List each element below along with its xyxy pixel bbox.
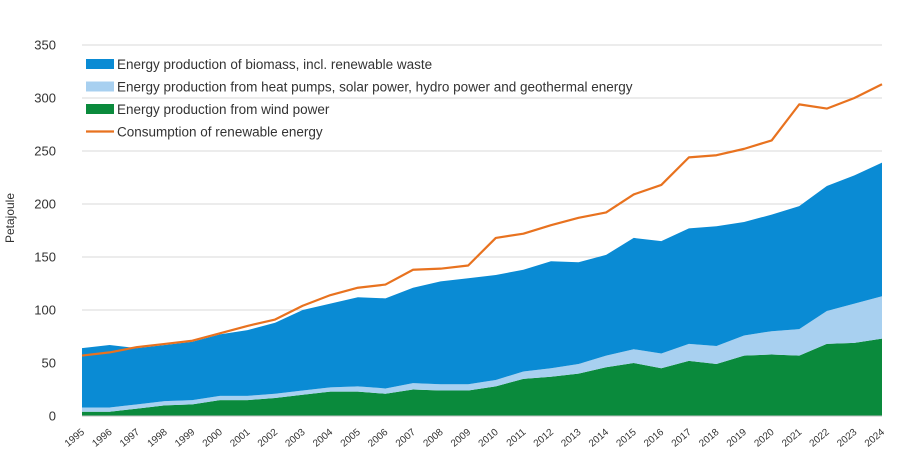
- x-tick-label: 1997: [118, 427, 142, 450]
- area-series-1: [82, 296, 882, 412]
- x-axis: 1995 1996 1997 1998 1999 2000 2001 2002 2003 2004…: [63, 415, 887, 450]
- y-tick-label: 150: [34, 250, 56, 265]
- x-tick-label: 2023: [835, 427, 859, 450]
- x-tick-label: 2011: [505, 427, 529, 450]
- x-tick-label: 2016: [642, 427, 666, 450]
- x-tick-label: 2002: [256, 427, 280, 450]
- y-tick-label: 300: [34, 91, 56, 106]
- x-tick-label: 2005: [339, 427, 363, 450]
- x-tick-label: 2021: [780, 427, 804, 450]
- x-tick-label: 2012: [532, 427, 556, 450]
- legend-swatch: [86, 81, 114, 92]
- x-tick-label: 2013: [559, 427, 583, 450]
- y-axis: 0 50 100 150 200 250 300 350: [34, 38, 56, 424]
- x-tick-label: 2007: [394, 427, 418, 450]
- x-tick-label: 2017: [670, 427, 694, 450]
- area-series-2: [82, 162, 882, 408]
- x-tick-label: 2001: [228, 427, 252, 450]
- x-tick-label: 1998: [146, 427, 170, 450]
- y-tick-label: 200: [34, 197, 56, 212]
- x-tick-label: 2020: [752, 427, 776, 450]
- line-series-group: [81, 83, 883, 357]
- y-tick-label: 350: [34, 38, 56, 53]
- line-series-0: [81, 83, 883, 357]
- legend: Energy production of biomass, incl. rene…: [86, 57, 633, 139]
- legend-swatch: [86, 59, 114, 69]
- legend-swatch: [86, 104, 114, 114]
- x-tick-label: 2010: [477, 427, 501, 450]
- legend-label: Energy production of biomass, incl. rene…: [117, 57, 432, 72]
- x-tick-label: 1999: [173, 427, 197, 450]
- legend-label: Consumption of renewable energy: [117, 124, 323, 139]
- legend-label: Energy production from heat pumps, solar…: [117, 79, 633, 94]
- area-series-0: [82, 338, 882, 416]
- y-tick-label: 250: [34, 144, 56, 159]
- y-tick-label: 50: [42, 356, 56, 371]
- x-tick-label: 2014: [587, 427, 611, 450]
- x-tick-label: 2018: [697, 427, 721, 450]
- x-tick-label: 2009: [449, 427, 473, 450]
- x-tick-label: 2024: [863, 427, 887, 450]
- legend-label: Energy production from wind power: [117, 102, 330, 117]
- x-tick-label: 2015: [615, 427, 639, 450]
- x-tick-label: 2003: [284, 427, 308, 450]
- x-tick-label: 2022: [808, 427, 832, 450]
- y-axis-label: Petajoule: [3, 193, 17, 243]
- y-tick-label: 100: [34, 303, 56, 318]
- y-tick-label: 0: [49, 409, 56, 424]
- area-series-group: [82, 162, 882, 416]
- x-tick-label: 1996: [90, 427, 114, 450]
- x-tick-label: 2004: [311, 427, 335, 450]
- x-tick-label: 2000: [201, 427, 225, 450]
- x-tick-label: 1995: [63, 427, 87, 450]
- x-tick-label: 2019: [725, 427, 749, 450]
- x-tick-label: 2008: [421, 427, 445, 450]
- x-tick-label: 2006: [366, 427, 390, 450]
